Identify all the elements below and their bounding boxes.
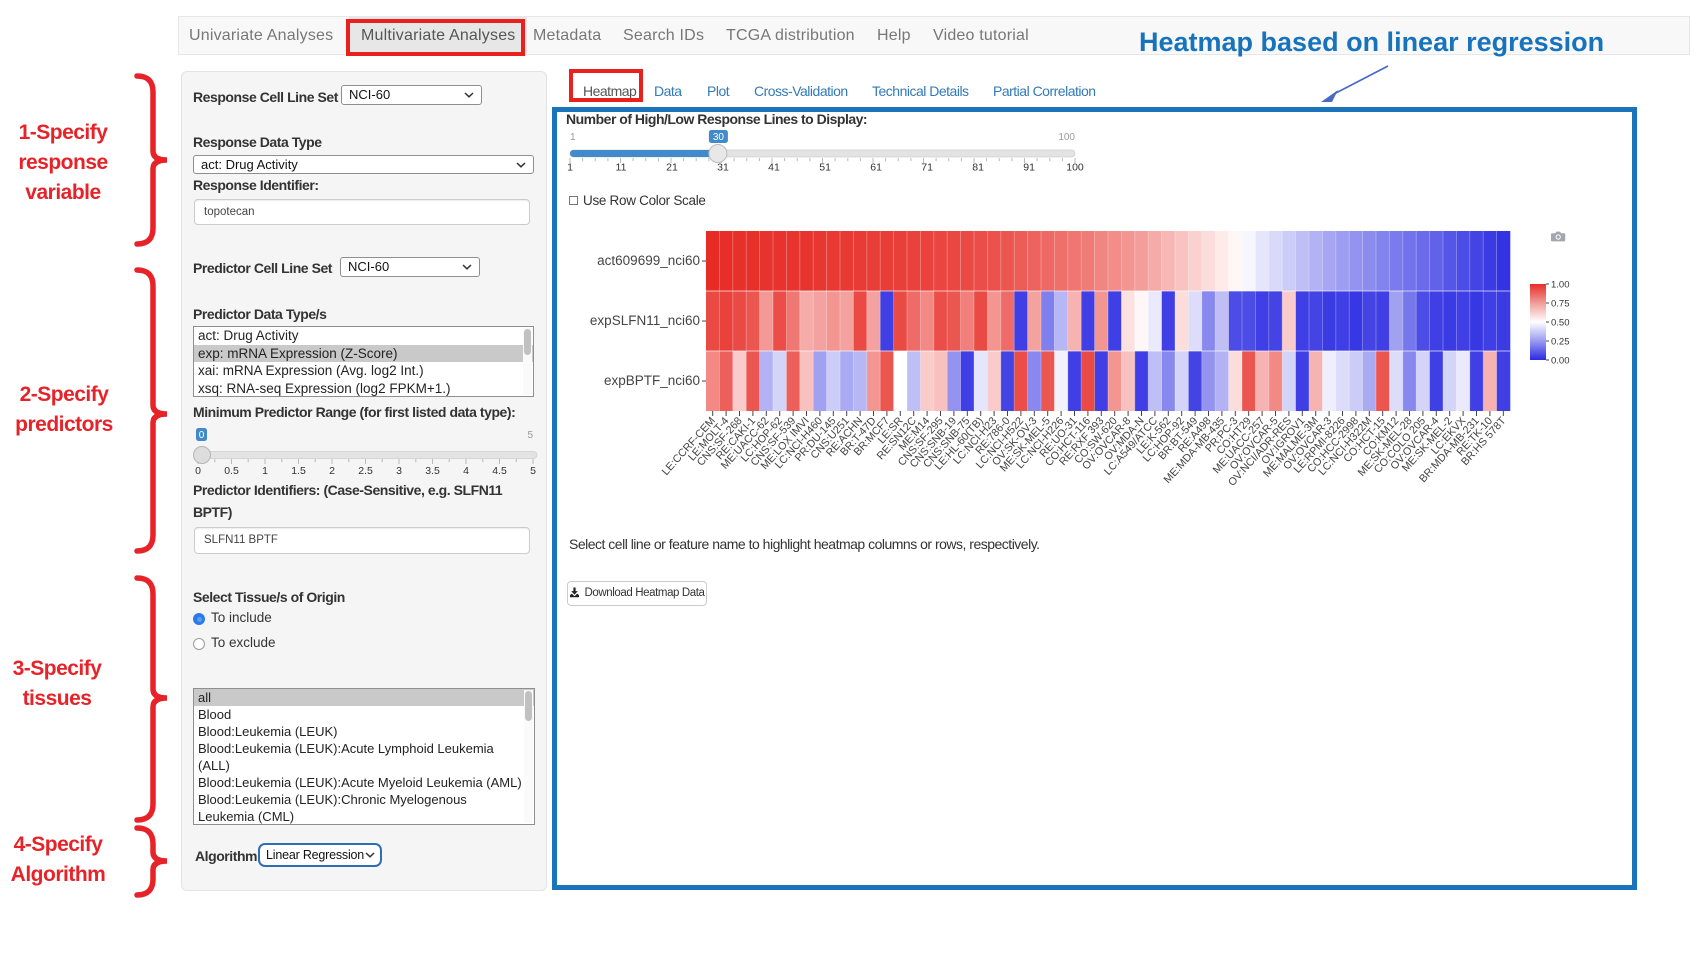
svg-text:41: 41 <box>768 162 780 174</box>
svg-text:1: 1 <box>262 465 268 477</box>
svg-text:1: 1 <box>570 132 576 143</box>
svg-text:0: 0 <box>199 430 205 441</box>
svg-text:1.5: 1.5 <box>291 465 306 477</box>
svg-text:4.5: 4.5 <box>492 465 507 477</box>
svg-text:31: 31 <box>717 162 729 174</box>
svg-text:1.00: 1.00 <box>1551 280 1570 291</box>
svg-text:0.00: 0.00 <box>1551 356 1570 367</box>
svg-text:2.5: 2.5 <box>358 465 373 477</box>
svg-text:81: 81 <box>972 162 984 174</box>
svg-text:30: 30 <box>713 132 725 143</box>
svg-text:0.5: 0.5 <box>224 465 239 477</box>
svg-text:0.75: 0.75 <box>1551 299 1570 310</box>
svg-text:91: 91 <box>1023 162 1035 174</box>
svg-text:51: 51 <box>819 162 831 174</box>
svg-text:0.25: 0.25 <box>1551 337 1570 348</box>
svg-text:61: 61 <box>870 162 882 174</box>
svg-text:71: 71 <box>921 162 933 174</box>
svg-text:expBPTF_nci60: expBPTF_nci60 <box>604 373 700 388</box>
svg-text:expSLFN11_nci60: expSLFN11_nci60 <box>590 313 700 328</box>
svg-text:5: 5 <box>530 465 536 477</box>
svg-text:0: 0 <box>195 465 201 477</box>
svg-text:1: 1 <box>567 162 573 174</box>
svg-text:100: 100 <box>1058 132 1075 143</box>
svg-text:11: 11 <box>616 162 627 174</box>
svg-text:100: 100 <box>1066 162 1084 174</box>
svg-text:0.50: 0.50 <box>1551 318 1570 329</box>
svg-text:5: 5 <box>527 430 533 441</box>
svg-text:act609699_nci60: act609699_nci60 <box>597 253 700 268</box>
svg-text:3: 3 <box>396 465 402 477</box>
svg-text:21: 21 <box>666 162 678 174</box>
svg-text:3.5: 3.5 <box>425 465 440 477</box>
svg-text:2: 2 <box>329 465 335 477</box>
svg-text:4: 4 <box>463 465 469 477</box>
